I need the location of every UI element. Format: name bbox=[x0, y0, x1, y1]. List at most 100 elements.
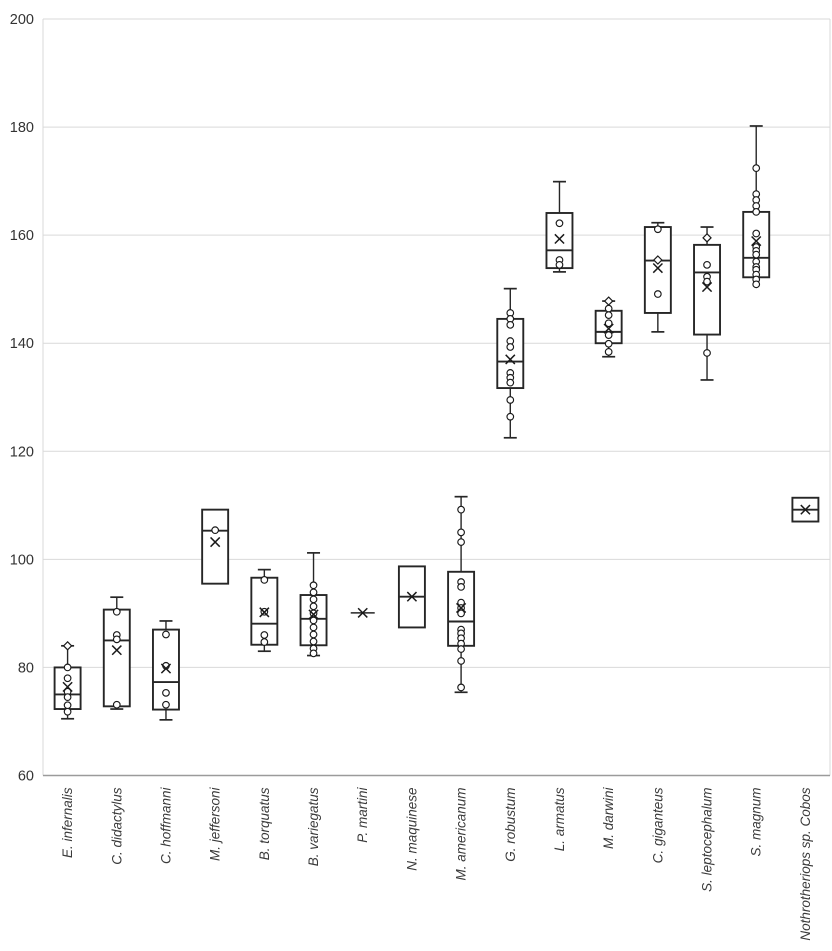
data-point bbox=[309, 609, 318, 618]
data-point-diamond bbox=[603, 296, 614, 306]
data-point bbox=[457, 528, 465, 537]
boxplot-c-hoffmanni bbox=[152, 620, 180, 721]
x-category-label-c-hoffmanni: C. hoffmanni bbox=[158, 787, 173, 865]
box bbox=[201, 508, 230, 585]
data-point bbox=[506, 378, 515, 387]
data-point-diamond bbox=[652, 255, 663, 265]
data-point bbox=[703, 349, 711, 357]
data-point bbox=[752, 280, 761, 289]
data-point bbox=[162, 688, 170, 697]
data-point bbox=[457, 683, 465, 692]
x-category-label-c-didactylus: C. didactylus bbox=[109, 787, 124, 865]
box bbox=[643, 226, 672, 314]
x-category-label-m-americanum: M. americanum bbox=[454, 788, 469, 881]
mean-marker bbox=[554, 233, 565, 245]
x-category-label-l-armatus: L. armatus bbox=[552, 787, 567, 851]
x-category-label-b-torquatus: B. torquatus bbox=[257, 787, 272, 860]
mean-marker bbox=[210, 536, 221, 548]
mean-marker bbox=[357, 607, 368, 618]
data-point bbox=[63, 701, 72, 710]
y-tick-label-200: 200 bbox=[10, 12, 34, 28]
data-point bbox=[63, 674, 72, 683]
boxplot-e-infernalis bbox=[53, 640, 82, 720]
data-point bbox=[63, 707, 72, 716]
box bbox=[693, 243, 721, 336]
data-point bbox=[506, 320, 515, 329]
boxplot-s-leptocephalum bbox=[693, 226, 721, 381]
data-point bbox=[457, 609, 465, 618]
boxplot-m-darwini bbox=[594, 296, 623, 358]
data-point bbox=[260, 638, 269, 646]
mean-marker bbox=[160, 663, 172, 674]
data-point bbox=[555, 219, 564, 228]
mean-marker bbox=[652, 262, 663, 274]
data-point bbox=[309, 649, 318, 658]
boxplot-l-armatus bbox=[545, 180, 574, 273]
boxplot-n-maquinese bbox=[397, 565, 426, 629]
data-point bbox=[309, 588, 318, 597]
boxplot-p-martini bbox=[350, 607, 375, 618]
data-point bbox=[63, 693, 72, 702]
y-tick-label-180: 180 bbox=[10, 120, 34, 136]
data-point bbox=[112, 635, 121, 644]
mean-marker bbox=[308, 609, 319, 620]
data-point bbox=[309, 602, 318, 611]
mean-marker bbox=[259, 607, 270, 618]
x-category-label-m-darwini: M. darwini bbox=[601, 787, 616, 850]
data-point bbox=[63, 663, 72, 672]
data-point-diamond bbox=[702, 232, 712, 243]
x-category-label-b-variegatus: B. variegatus bbox=[306, 787, 321, 866]
x-category-label-g-robustum: G. robustum bbox=[503, 788, 518, 862]
mean-marker bbox=[455, 602, 467, 614]
data-point bbox=[309, 616, 318, 625]
mean-marker bbox=[800, 504, 811, 515]
boxplot-c-giganteus bbox=[643, 221, 672, 333]
mean-marker bbox=[111, 645, 122, 656]
data-point bbox=[604, 304, 613, 313]
data-point bbox=[752, 250, 761, 259]
data-point bbox=[752, 164, 761, 173]
y-tick-label-60: 60 bbox=[18, 769, 34, 785]
data-point bbox=[752, 208, 761, 216]
data-point bbox=[506, 343, 515, 351]
x-category-label-s-magnum: S. magnum bbox=[749, 788, 764, 857]
mean-marker bbox=[701, 281, 713, 293]
data-point bbox=[162, 630, 170, 639]
x-category-label-p-martini: P. martini bbox=[355, 787, 370, 843]
data-point bbox=[457, 583, 465, 591]
x-category-label-s-leptocephalum: S. leptocephalum bbox=[700, 788, 715, 892]
data-point bbox=[309, 637, 318, 646]
data-point bbox=[604, 339, 613, 348]
y-tick-label-140: 140 bbox=[10, 336, 34, 352]
y-tick-label-120: 120 bbox=[10, 444, 34, 460]
data-point bbox=[703, 260, 711, 269]
data-point bbox=[309, 623, 318, 632]
x-category-label-nothrotheriops-sp-cobos: Nothrotheriops sp. Cobos bbox=[798, 787, 813, 940]
data-point bbox=[457, 657, 465, 665]
data-point bbox=[211, 526, 220, 535]
box bbox=[102, 608, 131, 708]
mean-marker bbox=[603, 323, 614, 334]
data-point bbox=[309, 630, 318, 639]
boxplot-m-jeffersoni bbox=[201, 508, 230, 585]
data-point bbox=[703, 277, 711, 286]
data-point bbox=[555, 260, 564, 269]
boxplot-nothrotheriops-sp-cobos bbox=[791, 496, 820, 523]
mean-marker bbox=[505, 354, 516, 365]
y-tick-label-100: 100 bbox=[10, 552, 34, 568]
x-category-label-n-maquinese: N. maquinese bbox=[404, 788, 419, 871]
data-point-diamond bbox=[62, 640, 73, 651]
x-category-label-m-jeffersoni: M. jeffersoni bbox=[208, 787, 223, 862]
data-point bbox=[604, 347, 613, 356]
boxplot-b-torquatus bbox=[250, 568, 279, 653]
data-point bbox=[309, 581, 318, 590]
data-point bbox=[457, 645, 465, 653]
boxplot-s-magnum bbox=[742, 125, 771, 289]
boxplot-g-robustum bbox=[496, 287, 525, 439]
data-point bbox=[506, 396, 515, 404]
data-point bbox=[112, 700, 121, 709]
data-point bbox=[309, 595, 318, 604]
mean-marker bbox=[62, 681, 73, 693]
